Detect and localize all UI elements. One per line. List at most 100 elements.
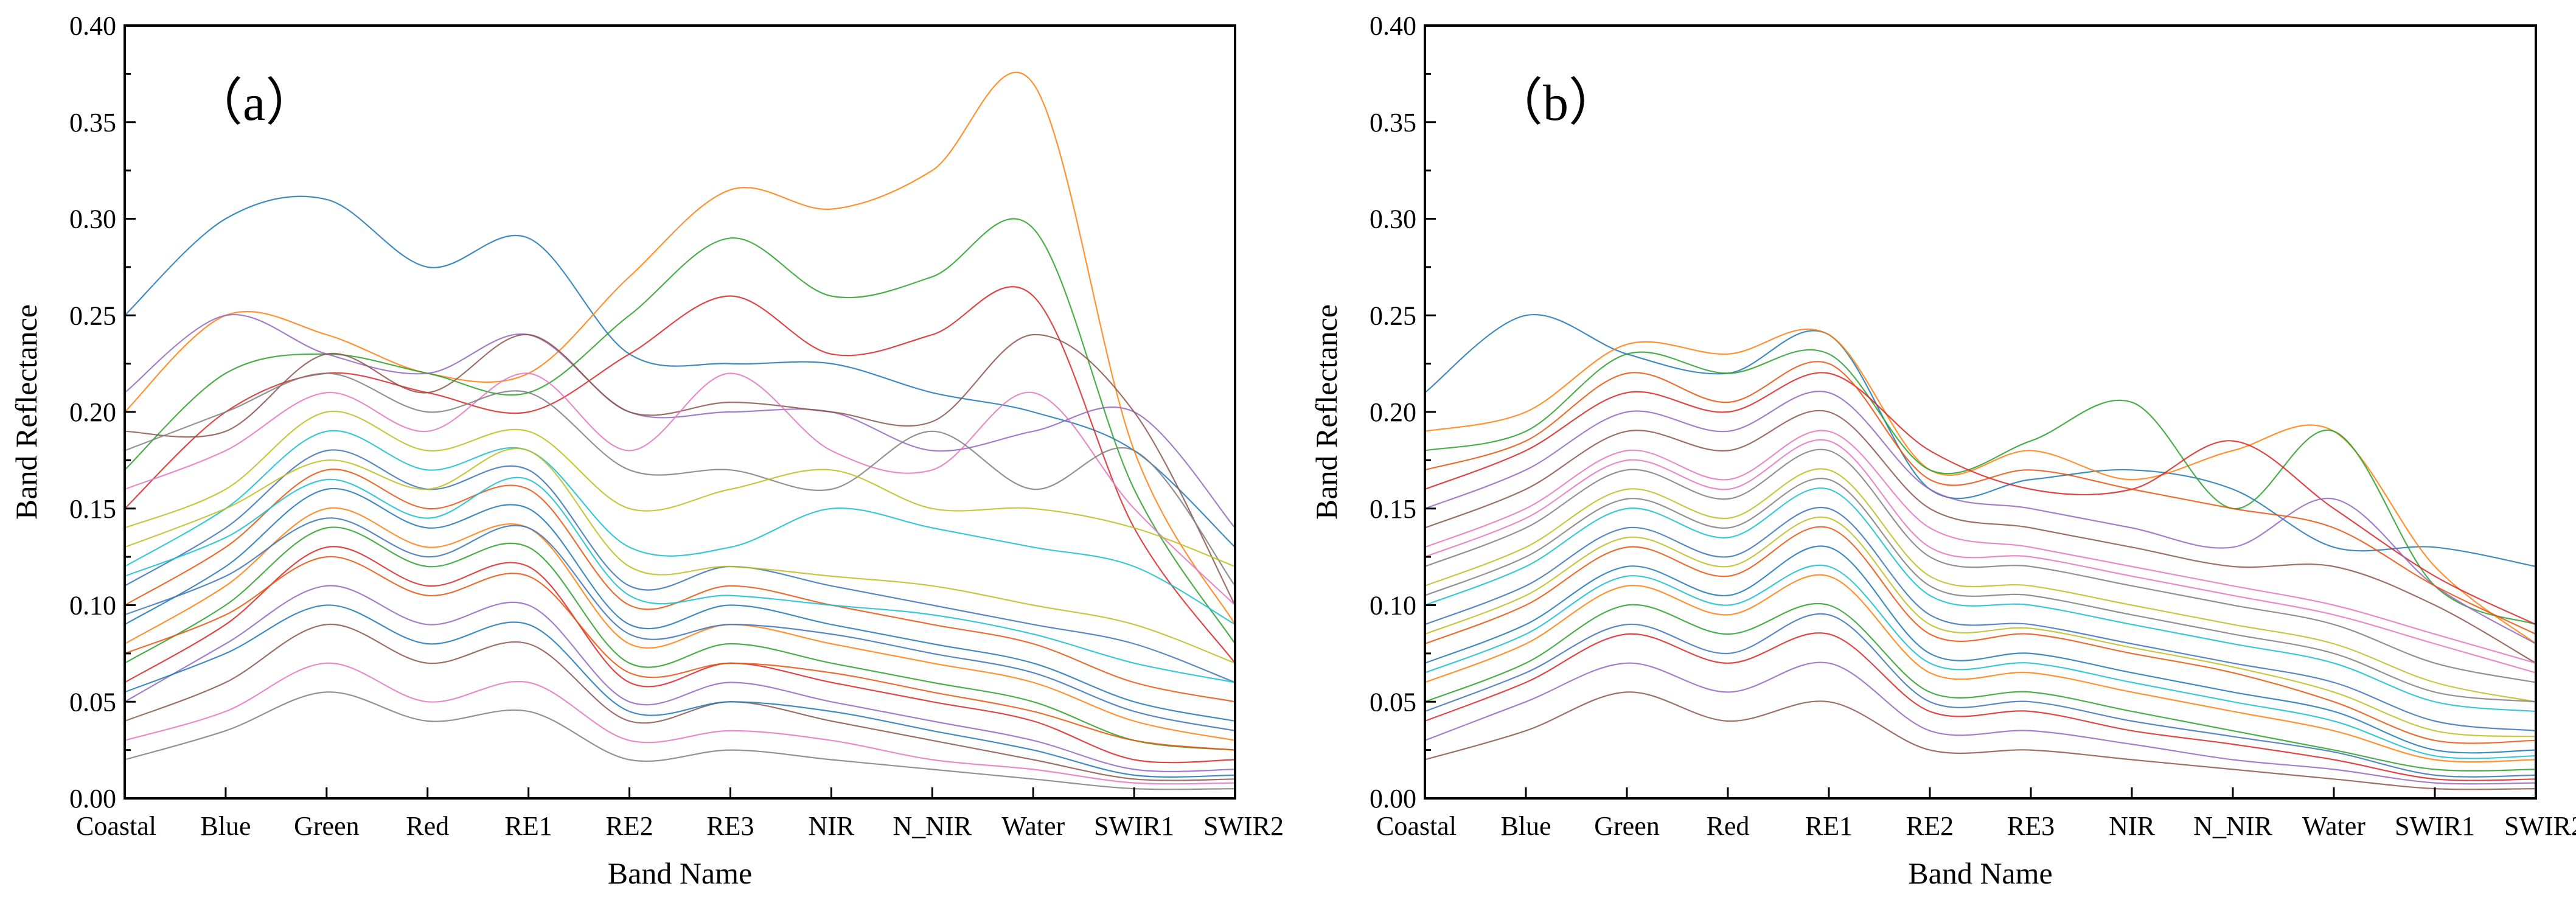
xtick-label: NIR: [2109, 811, 2155, 841]
spectrum-line-s22: [125, 476, 1235, 683]
spectrum-line-s1: [125, 195, 1235, 548]
spectrum-line-s21: [1425, 516, 2536, 737]
xtick-label: Green: [1594, 811, 1660, 841]
panel-b: 0.00 0.05 0.10 0.15 0.20 0.25 0.30 0.35 0.40 Coa…: [1309, 11, 2576, 890]
spectrum-line-s5: [125, 313, 1235, 529]
ytick-label: 0.10: [1370, 591, 1416, 621]
xtick-label: SWIR2: [2504, 811, 2576, 841]
spectrum-line-s17: [125, 585, 1235, 772]
spectrum-line-s8: [125, 372, 1235, 587]
panel-a-lines: [125, 71, 1235, 790]
spectrum-line-s11: [125, 449, 1235, 683]
panel-a-xlabel: Band Name: [608, 856, 752, 890]
panel-b-ticks: [1424, 24, 2537, 800]
spectrum-line-s6: [125, 333, 1235, 606]
xtick-label: Blue: [1500, 811, 1551, 841]
panel-b-xlabel: Band Name: [1908, 856, 2052, 890]
spectrum-line-s20: [125, 691, 1235, 790]
spectrum-line-s13: [1425, 545, 2536, 754]
panel-b-xtick-labels: Coastal Blue Green Red RE1 RE2 RE3 NIR N_NIR Wate…: [1376, 811, 2576, 841]
spectrum-line-s23: [1425, 613, 2536, 778]
xtick-label: RE2: [1906, 811, 1954, 841]
panel-b-ylabel: Band Reflectance: [1309, 304, 1343, 520]
spectrum-line-s7: [1425, 430, 2536, 664]
xtick-label: Water: [2302, 811, 2365, 841]
spectrum-line-s9: [125, 410, 1235, 568]
spectrum-line-s17: [1425, 661, 2536, 785]
xtick-label: NIR: [808, 811, 854, 841]
spectrum-line-s13: [125, 487, 1235, 722]
spectrum-line-s5: [1425, 391, 2536, 644]
spectrum-line-s19: [125, 662, 1235, 785]
spectrum-line-s15: [125, 526, 1235, 751]
xtick-label: Blue: [200, 811, 251, 841]
spectrum-line-s2: [125, 71, 1235, 625]
spectrum-line-s10: [1425, 487, 2536, 713]
ytick-label: 0.00: [69, 784, 116, 814]
xtick-label: Coastal: [1376, 811, 1457, 841]
spectrum-line-s24: [1425, 361, 2536, 635]
spectrum-line-s12: [125, 469, 1235, 703]
panel-a: 0.00 0.05 0.10 0.15 0.20 0.25 0.30 0.35 0.40 Coa…: [9, 11, 1284, 890]
spectrum-line-s9: [1425, 468, 2536, 703]
panel-a-xtick-labels: Coastal Blue Green Red RE1 RE2 RE3 NIR N_NIR Wate…: [76, 811, 1284, 841]
ytick-label: 0.20: [1370, 397, 1416, 427]
xtick-label: N_NIR: [2193, 811, 2272, 841]
ytick-label: 0.25: [69, 301, 116, 330]
ytick-label: 0.40: [69, 11, 116, 41]
spectrum-line-s4: [1425, 372, 2536, 626]
ytick-label: 0.40: [1370, 11, 1416, 41]
panel-a-ytick-labels: 0.00 0.05 0.10 0.15 0.20 0.25 0.30 0.35 0.40: [69, 11, 116, 814]
ytick-label: 0.15: [69, 494, 116, 524]
spectrum-line-s12: [1425, 526, 2536, 744]
spectrum-line-s19: [1425, 439, 2536, 674]
spectrum-line-s18: [1425, 691, 2536, 790]
spectrum-line-s23: [125, 517, 1235, 731]
xtick-label: SWIR1: [1094, 811, 1174, 841]
xtick-label: RE3: [2007, 811, 2055, 841]
xtick-label: Green: [294, 811, 360, 841]
spectrum-line-s21: [125, 447, 1235, 664]
spectrum-line-s15: [1425, 602, 2536, 772]
ytick-label: 0.05: [69, 687, 116, 717]
panel-b-ytick-labels: 0.00 0.05 0.10 0.15 0.20 0.25 0.30 0.35 0.40: [1370, 11, 1416, 814]
ytick-label: 0.15: [1370, 494, 1416, 524]
spectrum-line-s11: [1425, 506, 2536, 731]
ytick-label: 0.00: [1370, 784, 1416, 814]
xtick-label: Red: [406, 811, 449, 841]
xtick-label: Coastal: [76, 811, 156, 841]
spectrum-line-s16: [1425, 632, 2536, 781]
xtick-label: Water: [1001, 811, 1065, 841]
spectrum-line-s18: [125, 624, 1235, 781]
ytick-label: 0.05: [1370, 687, 1416, 717]
xtick-label: Red: [1707, 811, 1750, 841]
xtick-label: RE1: [505, 811, 552, 841]
spectrum-line-s20: [1425, 478, 2536, 703]
spectrum-line-s1: [1425, 313, 2536, 568]
ytick-label: 0.25: [1370, 301, 1416, 330]
spectrum-line-s25: [125, 604, 1235, 778]
panel-a-ticks: [124, 24, 1236, 800]
ytick-label: 0.35: [1370, 108, 1416, 138]
spectrum-line-s22: [1425, 564, 2536, 759]
ytick-label: 0.35: [69, 108, 116, 138]
spectrum-line-s3: [1425, 349, 2536, 626]
xtick-label: RE3: [706, 811, 754, 841]
spectrum-line-s6: [1425, 410, 2536, 664]
spectrum-line-s7: [125, 372, 1235, 606]
panel-a-label: （a）: [192, 75, 316, 131]
panel-b-label: （b）: [1492, 75, 1620, 131]
spectrum-line-s8: [1425, 448, 2536, 683]
spectrum-line-s16: [125, 546, 1235, 764]
xtick-label: RE1: [1805, 811, 1853, 841]
ytick-label: 0.10: [69, 591, 116, 621]
panel-b-lines: [1425, 313, 2536, 790]
spectrum-line-s14: [1425, 574, 2536, 763]
spectrum-line-s14: [125, 507, 1235, 741]
ytick-label: 0.30: [1370, 204, 1416, 234]
spectrum-line-s10: [125, 430, 1235, 626]
spectrum-line-s24: [125, 556, 1235, 751]
xtick-label: SWIR2: [1203, 811, 1284, 841]
